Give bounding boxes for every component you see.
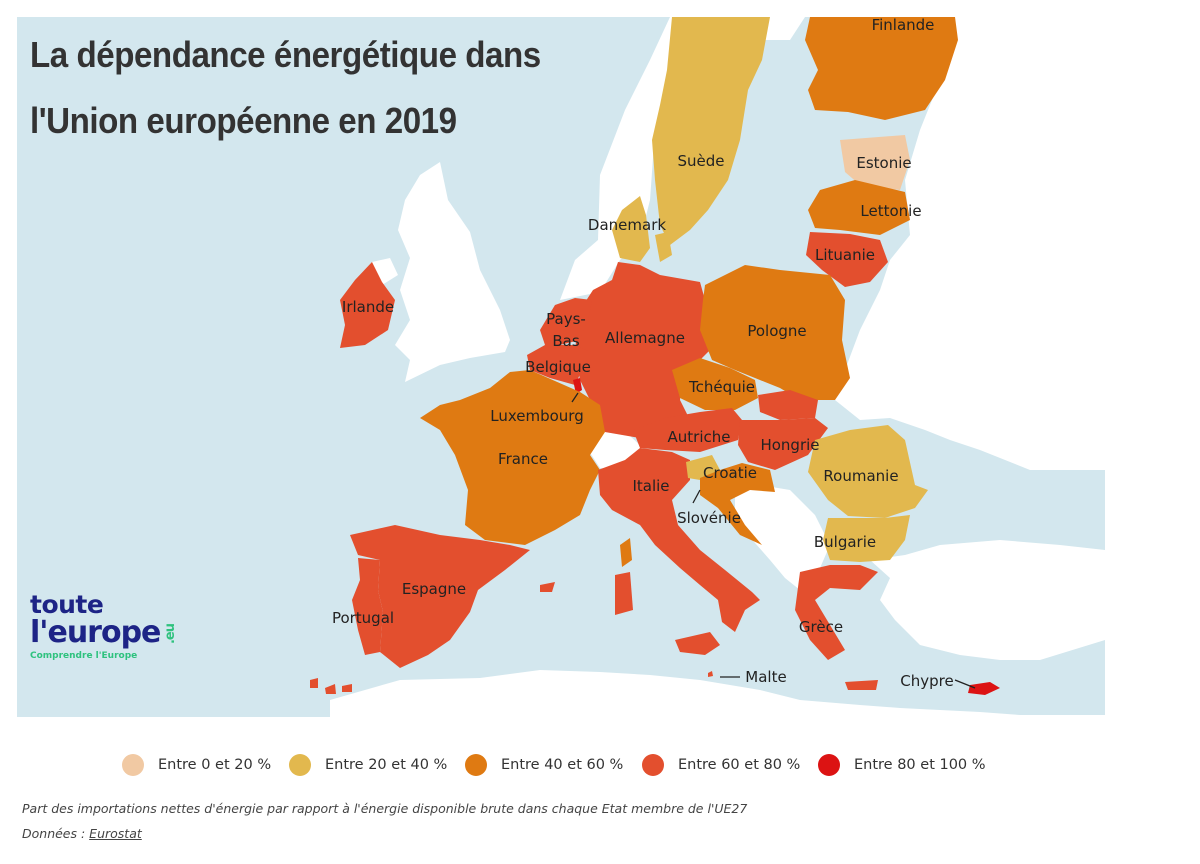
label-allemagne: Allemagne: [605, 329, 685, 347]
legend-label: Entre 20 et 40 %: [325, 757, 448, 773]
region-crete: [845, 680, 878, 690]
label-chypre: Chypre: [900, 672, 953, 690]
legend-item-0-20: Entre 0 et 20 %: [122, 752, 271, 778]
region-pologne: [700, 265, 850, 400]
region-slovaquie: [758, 390, 818, 420]
label-france: France: [498, 450, 548, 468]
region-autriche: [633, 408, 742, 452]
label-lettonie: Lettonie: [860, 202, 921, 220]
label-pays-bas-2: Bas: [552, 332, 579, 350]
region-tchequie: [672, 358, 758, 410]
region-espagne: [350, 525, 530, 668]
region-finlande: [805, 17, 958, 120]
map-note: Part des importations nettes d'énergie p…: [22, 801, 748, 816]
legend-item-40-60: Entre 40 et 60 %: [465, 752, 623, 778]
region-belgique: [527, 345, 590, 385]
legend-label: Entre 40 et 60 %: [501, 757, 624, 773]
logo-line2: l'europe .eu: [30, 617, 181, 650]
region-pays-bas: [540, 298, 592, 345]
map-source: Données : Eurostat: [22, 826, 142, 841]
legend: Entre 0 et 20 % Entre 20 et 40 % Entre 4…: [0, 752, 1200, 782]
region-danemark: [612, 196, 672, 262]
legend-swatch: [642, 754, 664, 776]
logo-word: l'europe: [30, 615, 161, 650]
label-slovenie: Slovénie: [677, 509, 741, 527]
legend-label: Entre 60 et 80 %: [678, 757, 801, 773]
legend-item-60-80: Entre 60 et 80 %: [642, 752, 800, 778]
label-portugal: Portugal: [332, 609, 394, 627]
region-france: [420, 370, 605, 545]
label-danemark: Danemark: [588, 216, 666, 234]
legend-item-20-40: Entre 20 et 40 %: [289, 752, 447, 778]
region-sardaigne: [615, 572, 633, 615]
region-grece: [795, 565, 878, 660]
label-irlande: Irlande: [342, 298, 394, 316]
label-malte: Malte: [745, 668, 786, 686]
legend-label: Entre 0 et 20 %: [158, 757, 272, 773]
map-title-line2: l'Union européenne en 2019: [30, 100, 457, 141]
eu-countries: [310, 17, 1000, 695]
region-allemagne: [575, 262, 710, 440]
label-croatie: Croatie: [703, 464, 757, 482]
label-tchequie: Tchéquie: [688, 378, 755, 396]
label-estonie: Estonie: [856, 154, 911, 172]
region-hongrie: [738, 418, 828, 470]
label-espagne: Espagne: [402, 580, 466, 598]
label-bulgarie: Bulgarie: [814, 533, 876, 551]
leader-lines: [571, 392, 976, 689]
logo-tagline: Comprendre l'Europe: [30, 650, 138, 661]
label-grece: Grèce: [799, 618, 843, 636]
label-autriche: Autriche: [668, 428, 731, 446]
logo-line1: toute: [30, 590, 104, 619]
label-belgique: Belgique: [525, 358, 591, 376]
label-hongrie: Hongrie: [760, 436, 819, 454]
region-italie: [598, 448, 760, 632]
energy-dependence-map: Finlande Suède Estonie Lettonie Lituanie…: [17, 16, 1105, 717]
label-finlande: Finlande: [872, 16, 935, 34]
logo-eu-suffix: .eu: [163, 623, 179, 644]
region-suede: [652, 17, 770, 245]
legend-swatch: [465, 754, 487, 776]
region-chypre: [968, 682, 1000, 695]
label-luxembourg: Luxembourg: [490, 407, 584, 425]
label-roumanie: Roumanie: [823, 467, 898, 485]
legend-label: Entre 80 et 100 %: [854, 757, 986, 773]
legend-swatch: [122, 754, 144, 776]
label-italie: Italie: [632, 477, 669, 495]
map-title-line1: La dépendance énergétique dans: [30, 34, 541, 75]
region-croatie: [700, 463, 775, 545]
region-portugal: [352, 558, 383, 655]
region-lituanie: [806, 232, 888, 287]
region-canaries: [310, 678, 352, 694]
toute-leurope-logo[interactable]: toute l'europe .eu Comprendre l'Europe: [30, 592, 181, 661]
label-pologne: Pologne: [747, 322, 806, 340]
legend-swatch: [289, 754, 311, 776]
legend-item-80-100: Entre 80 et 100 %: [818, 752, 986, 778]
label-pays-bas-1: Pays-: [546, 310, 586, 328]
region-estonie: [840, 135, 910, 190]
region-roumanie: [808, 425, 928, 518]
source-link[interactable]: Eurostat: [89, 826, 142, 841]
region-baleares: [540, 582, 555, 592]
legend-swatch: [818, 754, 840, 776]
label-suede: Suède: [677, 152, 724, 170]
label-lituanie: Lituanie: [815, 246, 875, 264]
source-prefix: Données :: [22, 826, 90, 841]
region-irlande: [340, 262, 395, 348]
region-sicile: [675, 632, 720, 655]
region-malte: [708, 671, 713, 677]
region-corse: [620, 538, 632, 567]
region-bulgarie: [823, 515, 910, 562]
region-lettonie: [808, 180, 910, 235]
